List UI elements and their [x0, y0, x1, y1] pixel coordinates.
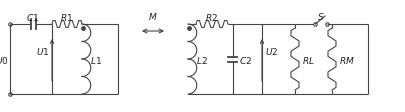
Text: $L1$: $L1$: [90, 54, 102, 65]
Text: $RM$: $RM$: [339, 54, 355, 65]
Text: $U2$: $U2$: [265, 46, 278, 57]
Text: $U1$: $U1$: [36, 46, 50, 57]
Text: $C2$: $C2$: [239, 54, 252, 65]
Text: $L2$: $L2$: [196, 54, 208, 65]
Text: $C1$: $C1$: [26, 12, 40, 23]
Text: $RL$: $RL$: [302, 54, 315, 65]
Text: $R2$: $R2$: [205, 12, 219, 23]
Text: $S$: $S$: [318, 11, 325, 22]
Text: $U0$: $U0$: [0, 54, 9, 65]
Text: $R1$: $R1$: [60, 12, 74, 23]
Text: $M$: $M$: [148, 11, 158, 22]
